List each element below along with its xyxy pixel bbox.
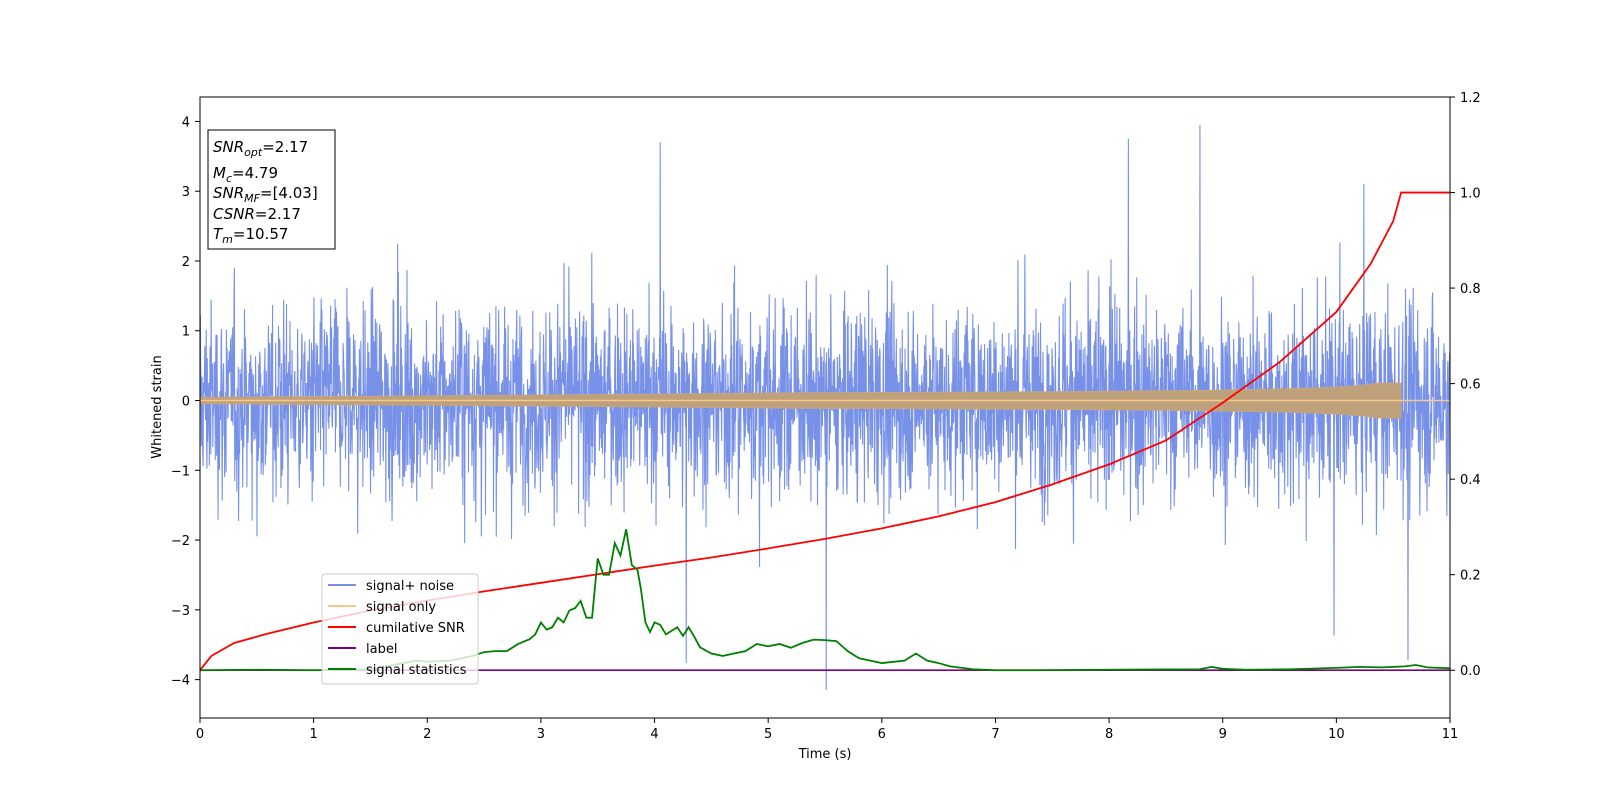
y2-tick-label: 1.2	[1460, 91, 1481, 106]
x-tick-label: 1	[309, 727, 317, 742]
x-tick-label: 5	[764, 727, 772, 742]
plot-area	[200, 124, 1450, 691]
x-tick-label: 7	[991, 727, 999, 742]
y-tick-label: −2	[171, 534, 190, 549]
x-tick-label: 3	[537, 727, 545, 742]
annotation-tm: Tm=10.57	[213, 225, 288, 246]
legend-label-label: label	[366, 642, 397, 657]
legend-frame	[321, 573, 479, 685]
annotation-snr-opt: SNRopt=2.17	[213, 138, 308, 159]
x-tick-label: 10	[1328, 727, 1345, 742]
annotation-csnr: CSNR=2.17	[213, 205, 301, 223]
axes: 0 1 2 3 4 5 6 7 8 9 10 1143210−1−2−3−41.21.00.80.60…	[171, 91, 1481, 742]
y-tick-label: −4	[171, 674, 190, 689]
y2-tick-label: 0.6	[1460, 378, 1481, 393]
annotation-snr-mf: SNRMF=[4.03]	[213, 184, 318, 205]
x-tick-label: 6	[878, 727, 886, 742]
legend-label-cumulative-snr: cumilative SNR	[366, 621, 465, 636]
y-tick-label: −3	[171, 604, 190, 619]
y2-tick-label: 0.8	[1460, 282, 1481, 297]
y2-tick-label: 1.0	[1460, 187, 1481, 202]
y2-tick-label: 0.0	[1460, 664, 1481, 679]
stats-annotation-box: SNRopt=2.17 Mc=4.79 SNRMF=[4.03] CSNR=2.…	[207, 129, 336, 250]
x-tick-label: 2	[423, 727, 431, 742]
y-tick-label: 0	[182, 395, 190, 410]
y2-tick-label: 0.2	[1460, 569, 1481, 584]
series-signal-noise	[200, 124, 1450, 691]
y2-tick-label: 0.4	[1460, 473, 1481, 488]
x-tick-label: 0	[196, 727, 204, 742]
legend-label-signal-statistics: signal statistics	[366, 663, 467, 678]
series-signal-statistics	[200, 529, 1450, 672]
x-tick-label: 11	[1442, 727, 1459, 742]
annotation-mc: Mc=4.79	[213, 164, 278, 185]
legend-label-signal-noise: signal+ noise	[366, 579, 454, 594]
x-tick-label: 8	[1105, 727, 1113, 742]
x-tick-label: 9	[1219, 727, 1227, 742]
y-tick-label: 4	[182, 115, 190, 130]
legend-label-signal-only: signal only	[366, 600, 436, 615]
legend: signal+ noise signal only cumilative SNR…	[321, 573, 479, 685]
y-tick-label: 3	[182, 185, 190, 200]
y-axis-label: Whitened strain	[150, 355, 165, 458]
y-tick-label: 2	[182, 255, 190, 270]
plot-frame	[199, 96, 1451, 719]
x-tick-label: 4	[650, 727, 658, 742]
x-axis-label: Time (s)	[798, 747, 852, 762]
y-tick-label: −1	[171, 464, 190, 479]
y-tick-label: 1	[182, 325, 190, 340]
